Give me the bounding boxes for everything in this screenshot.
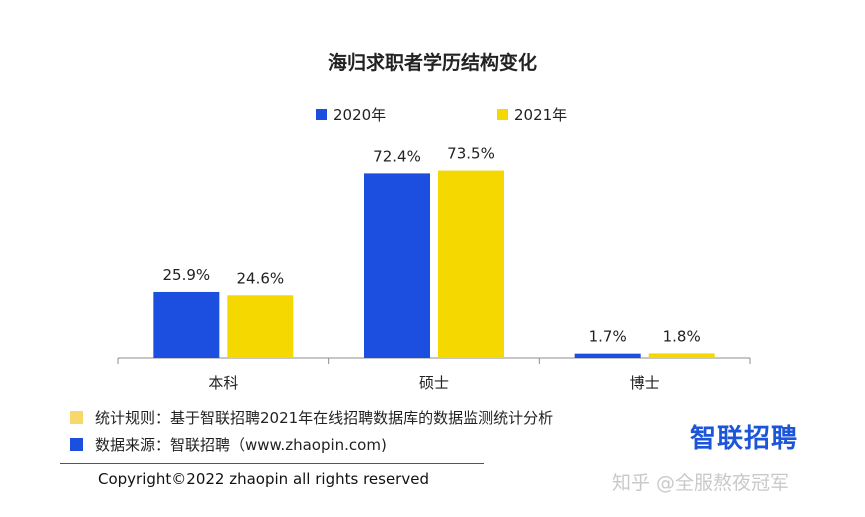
note-rule: 统计规则：基于智联招聘2021年在线招聘数据库的数据监测统计分析 (70, 406, 553, 428)
legend-swatch-2021 (497, 108, 508, 120)
copyright-text: Copyright©2022 zhaopin all rights reserv… (98, 470, 429, 488)
x-tick-label-本科: 本科 (208, 374, 238, 392)
bar-硕士-2021年 (438, 170, 504, 358)
legend-item-2021: 2021年 (497, 104, 567, 124)
watermark: 知乎 @全服熬夜冠军 (612, 472, 790, 494)
note-rule-text: 统计规则：基于智联招聘2021年在线招聘数据库的数据监测统计分析 (95, 408, 554, 427)
data-label: 72.4% (373, 147, 421, 165)
note-source-swatch (70, 437, 83, 451)
x-tick-label-硕士: 硕士 (419, 374, 449, 392)
legend-label-2021: 2021年 (514, 105, 568, 124)
bar-硕士-2020年 (364, 173, 430, 358)
note-source-text: 数据来源：智联招聘（www.zhaopin.com) (95, 435, 387, 454)
x-tick-label-博士: 博士 (630, 374, 660, 392)
zhaopin-logo: 智联招聘 (690, 424, 799, 454)
bar-chart: 25.9% 24.6% 本科 72.4% 73.5% 硕士 1.7% 1.8% 博士 (117, 145, 751, 392)
data-label: 24.6% (237, 269, 285, 287)
data-label: 25.9% (163, 266, 211, 284)
bar-博士-2020年 (574, 353, 641, 358)
data-label: 1.7% (589, 328, 627, 346)
note-source: 数据来源：智联招聘（www.zhaopin.com) (70, 433, 387, 455)
bar-博士-2021年 (648, 353, 715, 358)
footer-divider (60, 463, 484, 464)
legend-item-2020: 2020年 (316, 104, 386, 124)
note-rule-swatch (70, 410, 83, 424)
data-label: 1.8% (663, 327, 701, 345)
data-label: 73.5% (447, 145, 495, 163)
legend-swatch-2020 (316, 108, 327, 120)
legend-label-2020: 2020年 (333, 105, 387, 124)
bar-本科-2020年 (153, 291, 220, 358)
bar-本科-2021年 (227, 295, 294, 358)
chart-title: 海归求职者学历结构变化 (327, 52, 537, 74)
